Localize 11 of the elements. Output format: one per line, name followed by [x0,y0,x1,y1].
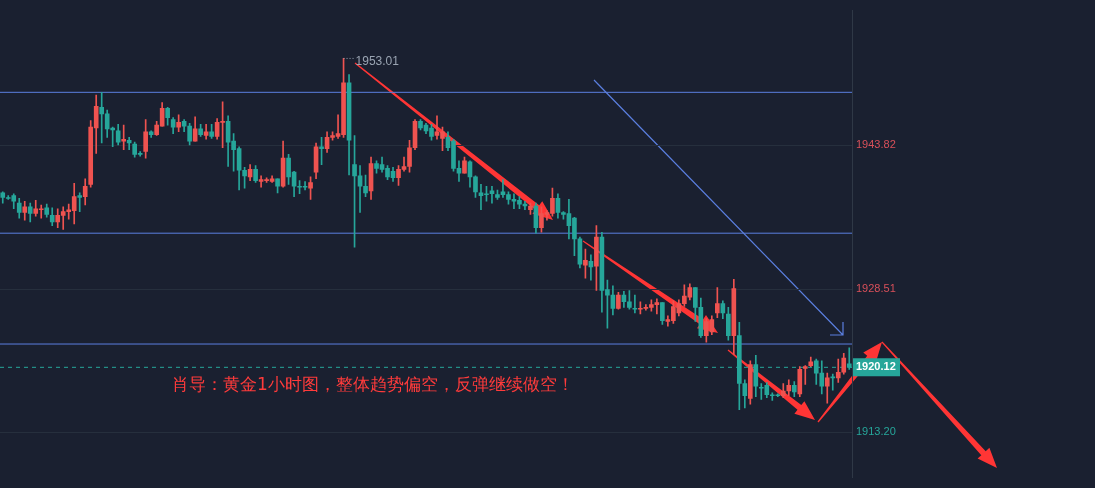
ref-line-label: 1920.12 [856,360,896,373]
candlestick [77,192,83,212]
y-tick-label: 1943.82 [856,137,896,150]
annotation: 1953.01 [355,53,400,68]
candlestick [802,365,808,385]
y-tick-label: 1928.51 [856,281,896,294]
candlestick [99,91,105,144]
candlestick [126,137,132,150]
candlestick [632,294,638,314]
y-tick-label: 1913.20 [856,425,896,438]
annotation: 肖导：黄金1小时图，整体趋势偏空，反弹继续做空！ [172,374,574,395]
